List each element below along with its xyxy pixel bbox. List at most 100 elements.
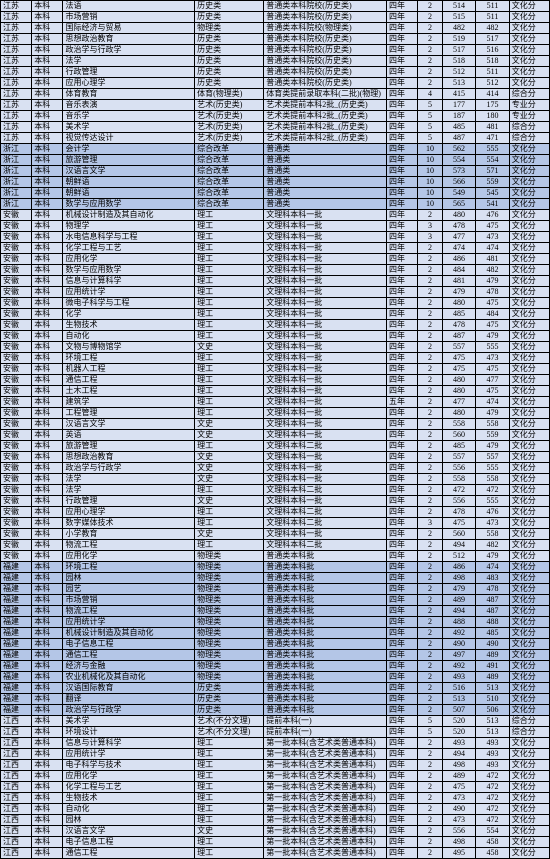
table-cell: 517	[476, 34, 509, 45]
table-cell: 480	[442, 386, 475, 397]
table-cell: 园林	[63, 815, 195, 826]
table-cell: 490	[476, 639, 509, 650]
table-cell: 文理科本科一批	[264, 474, 387, 485]
table-cell: 物理学	[63, 221, 195, 232]
table-cell: 文理科本科一批	[264, 287, 387, 298]
table-cell: 本科	[32, 650, 63, 661]
table-cell: 本科	[32, 529, 63, 540]
table-cell: 文理科本科一批	[264, 408, 387, 419]
table-cell: 四年	[387, 562, 418, 573]
table-cell: 自动化	[63, 331, 195, 342]
table-cell: 体育(物理类)	[195, 89, 264, 100]
table-cell: 思想政治教育	[63, 452, 195, 463]
table-cell: 综合分	[509, 89, 549, 100]
table-cell: 普通类	[264, 155, 387, 166]
table-cell: 475	[476, 298, 509, 309]
table-cell: 文化分	[509, 144, 549, 155]
table-cell: 普通类本科批	[264, 584, 387, 595]
table-cell: 2	[418, 353, 443, 364]
table-cell: 物理类	[195, 551, 264, 562]
table-row: 安徽本科英语文史文理科本科一批四年2560559文化分	[1, 430, 550, 441]
table-cell: 573	[442, 166, 475, 177]
table-cell: 化学工程与工艺	[63, 243, 195, 254]
table-cell: 本科	[32, 12, 63, 23]
table-row: 福建本科汉语国际教育历史类普通类本科批四年2516513文化分	[1, 683, 550, 694]
table-cell: 会计学	[63, 144, 195, 155]
table-cell: 安徽	[1, 320, 32, 331]
table-cell: 554	[476, 155, 509, 166]
table-cell: 489	[442, 595, 475, 606]
table-cell: 519	[442, 34, 475, 45]
table-cell: 安徽	[1, 265, 32, 276]
table-cell: 电子科学与技术	[63, 760, 195, 771]
table-cell: 四年	[387, 364, 418, 375]
table-row: 江西本科应用化学理工第一批本科(含艺术类普通本科)四年2489472文化分	[1, 771, 550, 782]
table-cell: 文化分	[509, 584, 549, 595]
table-cell: 应用心理学	[63, 507, 195, 518]
table-row: 江苏本科市场营销历史类普通类本科院校(历史类)四年2515511文化分	[1, 12, 550, 23]
table-cell: 482	[476, 265, 509, 276]
table-cell: 安徽	[1, 507, 32, 518]
table-cell: 福建	[1, 672, 32, 683]
table-cell: 本科	[32, 23, 63, 34]
table-cell: 普通类本科院校(历史类)	[264, 56, 387, 67]
table-cell: 489	[476, 650, 509, 661]
table-cell: 政治学与行政学	[63, 463, 195, 474]
table-cell: 本科	[32, 441, 63, 452]
table-cell: 516	[476, 45, 509, 56]
table-cell: 历史类	[195, 705, 264, 716]
table-cell: 2	[418, 408, 443, 419]
table-cell: 本科	[32, 265, 63, 276]
table-cell: 文理科本科一批	[264, 463, 387, 474]
table-cell: 文史	[195, 452, 264, 463]
table-cell: 四年	[387, 672, 418, 683]
table-row: 江苏本科国际经济与贸易物理类普通类本科院校(物理类)四年2482482文化分	[1, 23, 550, 34]
table-cell: 文化分	[509, 353, 549, 364]
table-cell: 江苏	[1, 12, 32, 23]
table-cell: 2	[418, 793, 443, 804]
table-cell: 文理科本科一批	[264, 375, 387, 386]
table-cell: 5	[418, 100, 443, 111]
table-cell: 旅游管理	[63, 155, 195, 166]
table-cell: 理工	[195, 804, 264, 815]
table-cell: 文化分	[509, 672, 549, 683]
table-cell: 安徽	[1, 364, 32, 375]
table-cell: 2	[418, 694, 443, 705]
table-cell: 本科	[32, 496, 63, 507]
table-cell: 文理科本科一批	[264, 342, 387, 353]
table-cell: 普通类本科批	[264, 705, 387, 716]
table-cell: 四年	[387, 177, 418, 188]
table-cell: 2	[418, 441, 443, 452]
table-cell: 四年	[387, 331, 418, 342]
table-row: 安徽本科土木工程理工文理科本科一批四年2480475文化分	[1, 386, 550, 397]
table-cell: 本科	[32, 694, 63, 705]
table-cell: 市场营销	[63, 12, 195, 23]
table-cell: 文化分	[509, 463, 549, 474]
table-row: 安徽本科机器人工程理工文理科本科一批四年2475475文化分	[1, 364, 550, 375]
table-cell: 2	[418, 573, 443, 584]
table-cell: 487	[476, 595, 509, 606]
table-cell: 472	[476, 804, 509, 815]
table-cell: 理工	[195, 848, 264, 859]
table-row: 江苏本科音乐表演艺术(历史类)艺术类提前本科2批_(历史类)四年5177175专…	[1, 100, 550, 111]
table-cell: 浙江	[1, 177, 32, 188]
table-cell: 556	[442, 496, 475, 507]
table-cell: 安徽	[1, 309, 32, 320]
table-cell: 文化分	[509, 199, 549, 210]
table-cell: 历史类	[195, 683, 264, 694]
table-cell: 2	[418, 23, 443, 34]
table-cell: 文化分	[509, 595, 549, 606]
table-cell: 2	[418, 826, 443, 837]
table-cell: 普通类本科批	[264, 595, 387, 606]
table-cell: 安徽	[1, 276, 32, 287]
table-cell: 专业分	[509, 100, 549, 111]
table-row: 安徽本科文物与博物馆学文史文理科本科一批四年2557555文化分	[1, 342, 550, 353]
table-row: 浙江本科朝鲜语综合改革普通类四年10566559文化分	[1, 177, 550, 188]
table-cell: 474	[476, 397, 509, 408]
table-cell: 477	[476, 375, 509, 386]
table-cell: 477	[442, 232, 475, 243]
table-cell: 本科	[32, 507, 63, 518]
table-cell: 音乐学	[63, 111, 195, 122]
table-cell: 四年	[387, 595, 418, 606]
table-cell: 美术学	[63, 122, 195, 133]
